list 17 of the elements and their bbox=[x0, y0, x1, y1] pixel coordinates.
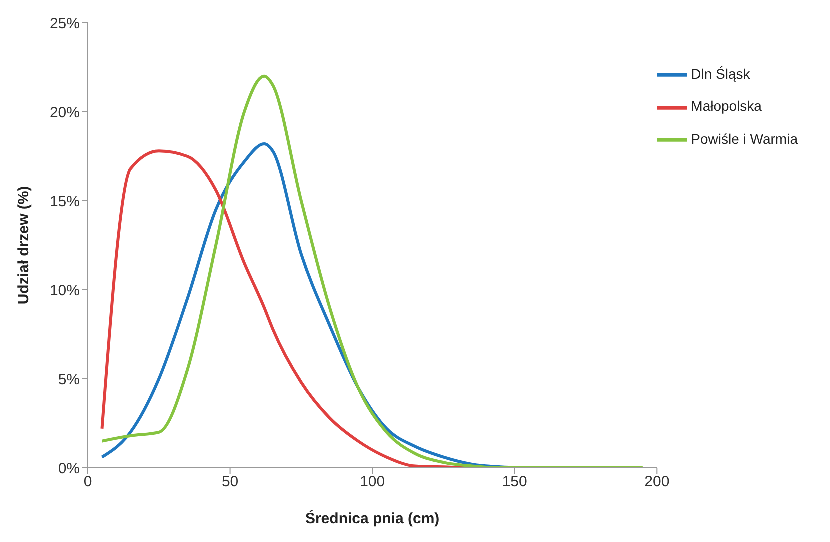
x-axis-title: Średnica pnia (cm) bbox=[305, 510, 440, 528]
x-tick-label: 200 bbox=[644, 474, 670, 491]
legend-label: Dln Śląsk bbox=[691, 66, 750, 82]
x-tick-label: 50 bbox=[222, 474, 239, 491]
y-tick-label: 5% bbox=[58, 371, 80, 388]
x-tick-label: 0 bbox=[84, 474, 92, 491]
y-axis-title: Udział drzew (%) bbox=[15, 186, 32, 305]
y-tick-label: 15% bbox=[50, 193, 80, 210]
line-series bbox=[100, 74, 644, 468]
y-tick-label: 25% bbox=[50, 15, 80, 32]
x-tick-label: 100 bbox=[360, 474, 386, 491]
y-tick-label: 0% bbox=[58, 460, 80, 478]
legend-label: Małopolska bbox=[691, 98, 762, 114]
x-tick-label: 150 bbox=[502, 474, 528, 491]
y-tick-label: 10% bbox=[50, 282, 80, 300]
legend-label: Powiśle i Warmia bbox=[691, 130, 798, 147]
y-tick-label: 20% bbox=[50, 104, 80, 122]
